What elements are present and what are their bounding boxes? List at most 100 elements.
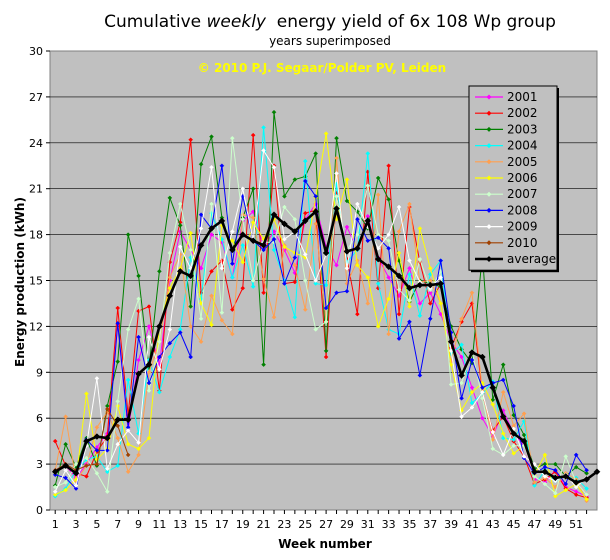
data-point xyxy=(93,433,101,440)
data-point xyxy=(355,311,360,317)
data-point xyxy=(521,411,527,416)
data-point xyxy=(145,361,153,369)
data-point xyxy=(84,455,89,461)
y-tick-label: 12 xyxy=(29,320,43,333)
data-point xyxy=(62,462,69,469)
data-point xyxy=(198,339,204,345)
data-point xyxy=(136,296,141,302)
data-point xyxy=(219,265,225,271)
data-point xyxy=(323,131,329,136)
y-tick-label: 9 xyxy=(36,366,43,379)
data-point xyxy=(323,305,329,311)
data-point xyxy=(459,395,464,401)
data-point xyxy=(386,238,391,244)
data-point xyxy=(177,330,183,335)
data-point xyxy=(146,304,152,309)
data-point xyxy=(520,437,528,445)
data-point xyxy=(125,441,131,447)
data-point xyxy=(355,201,360,207)
data-point xyxy=(302,307,308,312)
legend-marker xyxy=(486,110,492,116)
data-point xyxy=(84,473,89,479)
data-point xyxy=(334,262,339,268)
data-point xyxy=(135,370,142,378)
data-point xyxy=(281,220,288,228)
y-tick-label: 30 xyxy=(29,45,43,58)
data-point xyxy=(313,278,319,283)
data-point xyxy=(552,461,558,467)
data-point xyxy=(167,285,173,291)
data-point xyxy=(115,305,121,311)
data-point xyxy=(63,475,68,481)
y-tick-label: 24 xyxy=(29,137,43,150)
x-tick-label: 39 xyxy=(444,518,458,531)
data-point xyxy=(250,186,256,192)
data-point xyxy=(261,125,266,130)
x-tick-label: 29 xyxy=(340,518,354,531)
data-point xyxy=(84,463,89,468)
data-point xyxy=(573,464,579,470)
data-point xyxy=(292,314,298,320)
y-tick-label: 21 xyxy=(29,183,43,196)
data-point xyxy=(365,275,371,280)
data-point xyxy=(250,284,256,289)
y-tick-label: 0 xyxy=(36,504,43,517)
legend-entry: 2005 xyxy=(507,155,538,169)
data-point xyxy=(197,241,205,249)
data-point xyxy=(584,492,589,498)
data-point xyxy=(177,201,183,207)
data-point xyxy=(188,354,194,360)
data-point xyxy=(209,232,214,237)
data-point xyxy=(407,265,412,271)
data-point xyxy=(521,454,527,459)
data-point xyxy=(104,466,110,472)
data-point xyxy=(469,400,475,406)
x-tick-label: 15 xyxy=(194,518,208,531)
data-point xyxy=(261,290,266,296)
data-point xyxy=(406,284,413,292)
data-point xyxy=(219,163,225,169)
data-point xyxy=(500,389,506,395)
data-point xyxy=(52,489,58,494)
data-point xyxy=(125,469,131,475)
data-point xyxy=(499,413,507,421)
data-point xyxy=(84,391,89,397)
data-point xyxy=(510,430,518,437)
data-point xyxy=(417,226,423,231)
data-point xyxy=(511,403,517,409)
data-point xyxy=(167,354,173,360)
data-point xyxy=(480,389,485,395)
legend-entry: 2009 xyxy=(507,220,538,234)
data-point xyxy=(124,416,132,424)
data-point xyxy=(500,435,506,441)
series-average xyxy=(51,205,601,486)
data-point xyxy=(270,211,278,219)
data-point xyxy=(125,377,131,383)
data-point xyxy=(385,263,392,271)
data-point xyxy=(167,340,173,346)
data-point xyxy=(490,437,496,442)
y-tick-label: 6 xyxy=(36,412,43,425)
series-line xyxy=(54,135,587,499)
data-point xyxy=(469,357,475,363)
data-point xyxy=(219,317,225,323)
data-point xyxy=(490,429,496,435)
legend-marker xyxy=(486,191,492,197)
data-point xyxy=(375,246,381,251)
data-point xyxy=(250,215,256,221)
legend-marker xyxy=(486,159,492,165)
data-point xyxy=(292,279,298,285)
legend-marker xyxy=(486,143,492,149)
data-point xyxy=(302,252,308,257)
data-point xyxy=(312,208,320,216)
data-point xyxy=(313,151,319,156)
data-point xyxy=(63,467,68,473)
y-axis-ticks: 0 3 6 9 12 15 18 21 24 27 30 xyxy=(29,45,50,517)
data-point xyxy=(407,304,412,309)
data-point xyxy=(229,275,235,280)
data-point xyxy=(511,437,517,442)
data-point xyxy=(333,205,340,212)
data-point xyxy=(375,192,381,198)
data-point xyxy=(323,319,329,325)
data-point xyxy=(386,296,391,302)
